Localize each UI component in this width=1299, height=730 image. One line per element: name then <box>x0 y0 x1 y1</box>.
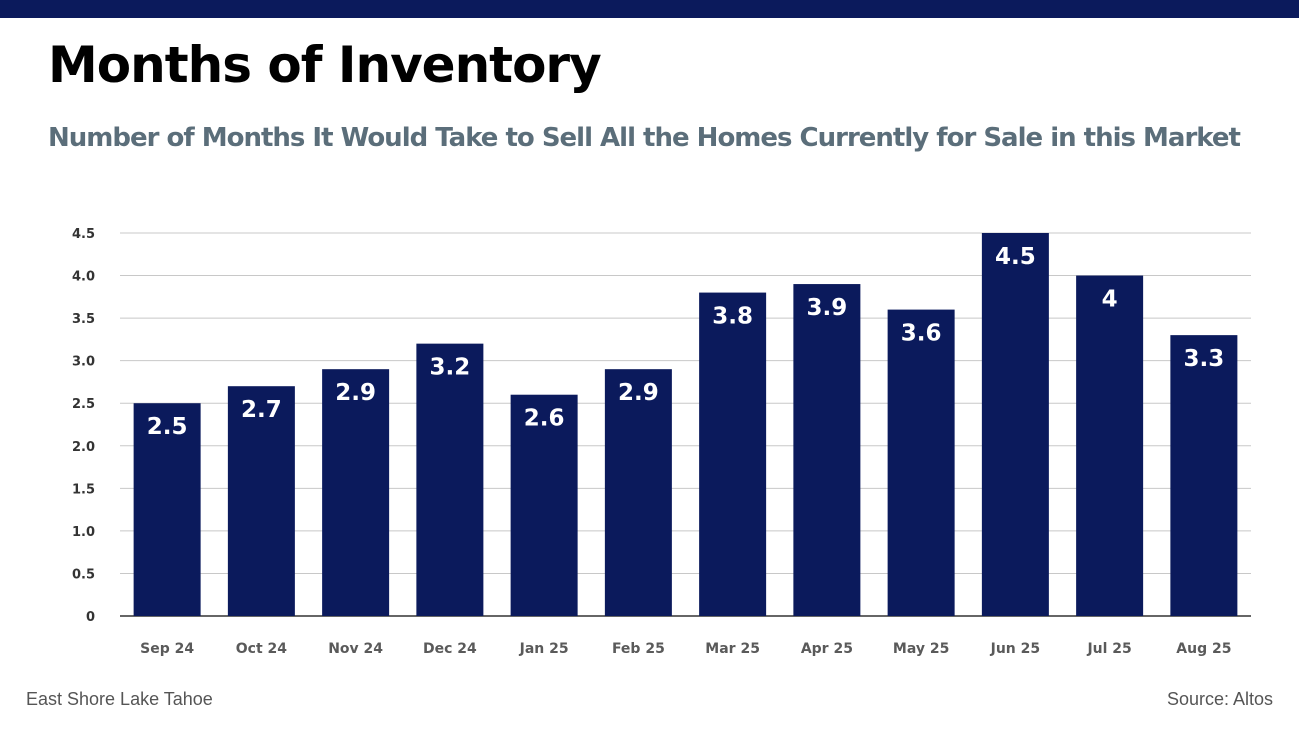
x-category-label: Jul 25 <box>1086 641 1131 657</box>
y-axis-ticks: 0 0.5 1.0 1.5 2.0 2.5 3.0 3.5 4.0 4.5 <box>72 227 95 625</box>
bar-value-label: 2.9 <box>335 380 376 406</box>
bar <box>1076 275 1144 616</box>
bar <box>322 369 390 616</box>
bar-value-label: 2.7 <box>241 397 282 423</box>
x-axis-categories: Sep 24 Oct 24 Nov 24 Dec 24 Jan 25 Feb 25 Mar … <box>140 641 1231 657</box>
bar-value-label: 3.8 <box>712 304 753 330</box>
x-category-label: Dec 24 <box>423 641 477 657</box>
x-category-label: Aug 25 <box>1176 641 1231 657</box>
bar-value-labels: 2.5 2.7 2.9 3.2 2.6 2.9 3.8 3.9 3.6 4.5 4 3.3 <box>147 244 1225 440</box>
x-category-label: Mar 25 <box>705 641 760 657</box>
bar-value-label: 3.9 <box>807 295 848 321</box>
top-banner <box>0 0 1299 18</box>
y-tick-label: 3.0 <box>72 355 95 370</box>
x-category-label: Jun 25 <box>990 641 1041 657</box>
bar-value-label: 4.5 <box>995 244 1036 270</box>
x-category-label: Sep 24 <box>140 641 194 657</box>
location-label: East Shore Lake Tahoe <box>26 689 213 709</box>
source-label: Source: Altos <box>1166 689 1273 709</box>
bar-value-label: 2.9 <box>618 380 659 406</box>
y-tick-label: 0 <box>86 610 95 625</box>
y-tick-label: 0.5 <box>72 567 95 582</box>
y-tick-label: 2.0 <box>72 440 95 455</box>
bar <box>887 309 955 616</box>
bar <box>227 386 295 616</box>
bar-value-label: 4 <box>1102 287 1118 313</box>
y-tick-label: 3.5 <box>72 312 95 327</box>
bar-value-label: 2.6 <box>524 406 565 432</box>
x-category-label: Feb 25 <box>612 641 665 657</box>
x-category-label: Apr 25 <box>801 641 853 657</box>
y-tick-label: 2.5 <box>72 397 95 412</box>
bar-value-label: 3.3 <box>1184 346 1225 372</box>
page-title: Months of Inventory <box>48 36 602 94</box>
bar <box>981 233 1049 616</box>
bar <box>1170 335 1238 616</box>
bar <box>510 394 578 616</box>
y-tick-label: 1.5 <box>72 482 95 497</box>
bar-value-label: 3.2 <box>430 355 471 381</box>
bar <box>416 343 484 616</box>
bar <box>699 292 767 616</box>
bar-value-label: 3.6 <box>901 321 942 347</box>
bar <box>133 403 201 616</box>
x-category-label: Oct 24 <box>236 641 288 657</box>
bar-value-label: 2.5 <box>147 414 188 440</box>
y-tick-label: 1.0 <box>72 525 95 540</box>
page-subtitle: Number of Months It Would Take to Sell A… <box>48 123 1241 153</box>
x-category-label: Nov 24 <box>328 641 383 657</box>
y-tick-label: 4.5 <box>72 227 95 242</box>
x-category-label: Jan 25 <box>519 641 569 657</box>
bars <box>133 233 1238 616</box>
grid-lines <box>120 232 1251 617</box>
x-category-label: May 25 <box>893 641 949 657</box>
bar <box>793 284 861 616</box>
y-tick-label: 4.0 <box>72 270 95 285</box>
bar <box>604 369 672 616</box>
